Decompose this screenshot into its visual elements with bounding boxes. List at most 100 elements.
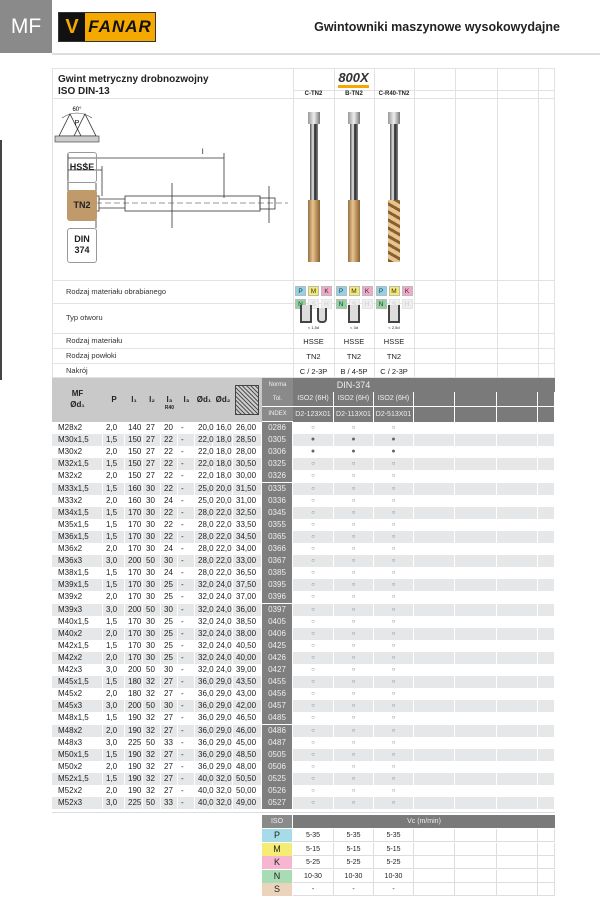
availability-mark[interactable]: ○ [293,797,334,810]
availability-mark[interactable]: ○ [293,724,334,737]
availability-mark[interactable]: ● [293,446,334,459]
availability-mark[interactable]: ○ [334,543,374,556]
availability-mark[interactable]: ○ [293,651,334,664]
availability-mark[interactable]: ○ [293,506,334,519]
availability-mark[interactable]: ○ [293,639,334,652]
availability-mark[interactable]: ○ [334,567,374,580]
availability-mark[interactable]: ○ [293,760,334,773]
tolerance-cell [455,392,496,406]
header-l1: l₁ [131,395,137,404]
availability-mark[interactable]: ○ [374,458,414,471]
availability-mark[interactable]: ○ [334,700,374,713]
availability-mark[interactable]: ○ [374,555,414,568]
availability-mark[interactable]: ○ [293,518,334,531]
availability-mark[interactable]: ○ [293,688,334,701]
availability-mark[interactable]: ○ [374,736,414,749]
availability-mark[interactable]: ○ [293,676,334,689]
table-row: M33x1,5 1,5 160 30 22-25,0 20,0 31,50 0335 ○ ○ ○ [52,482,555,495]
availability-mark[interactable]: ○ [374,591,414,604]
availability-mark[interactable]: ○ [374,518,414,531]
availability-mark[interactable]: ○ [293,785,334,798]
availability-mark[interactable]: ○ [293,422,334,435]
availability-mark[interactable]: ○ [374,785,414,798]
availability-mark[interactable]: ○ [374,712,414,725]
availability-mark[interactable]: ○ [374,627,414,640]
availability-mark[interactable]: ○ [374,772,414,785]
availability-mark[interactable]: ○ [293,530,334,543]
availability-mark[interactable]: ○ [334,518,374,531]
availability-mark[interactable]: ○ [293,567,334,580]
availability-mark[interactable]: ○ [374,615,414,628]
availability-mark[interactable]: ● [293,434,334,447]
availability-mark[interactable]: ○ [334,651,374,664]
availability-mark[interactable]: ○ [374,700,414,713]
availability-mark[interactable]: ○ [293,712,334,725]
availability-mark[interactable]: ○ [334,530,374,543]
empty-cell [538,555,555,568]
availability-mark[interactable]: ○ [334,772,374,785]
availability-mark[interactable]: ○ [374,688,414,701]
availability-mark[interactable]: ○ [334,627,374,640]
availability-mark[interactable]: ○ [334,579,374,592]
availability-mark[interactable]: ○ [374,760,414,773]
availability-mark[interactable]: ○ [334,422,374,435]
availability-mark[interactable]: ○ [374,797,414,810]
availability-mark[interactable]: ○ [374,651,414,664]
availability-mark[interactable]: ○ [374,579,414,592]
availability-mark[interactable]: ○ [334,458,374,471]
availability-mark[interactable]: ○ [334,676,374,689]
availability-mark[interactable]: ○ [293,627,334,640]
availability-mark[interactable]: ● [374,446,414,459]
availability-mark[interactable]: ○ [374,724,414,737]
availability-mark[interactable]: ○ [374,422,414,435]
availability-mark[interactable]: ○ [293,664,334,677]
availability-mark[interactable]: ○ [293,458,334,471]
availability-mark[interactable]: ○ [293,470,334,483]
availability-mark[interactable]: ○ [334,688,374,701]
availability-mark[interactable]: ○ [334,664,374,677]
availability-mark[interactable]: ○ [334,639,374,652]
availability-mark[interactable]: ○ [293,591,334,604]
availability-mark[interactable]: ○ [293,615,334,628]
availability-mark[interactable]: ● [334,434,374,447]
availability-mark[interactable]: ○ [293,748,334,761]
availability-mark[interactable]: ○ [374,676,414,689]
availability-mark[interactable]: ○ [293,603,334,616]
availability-mark[interactable]: ○ [334,494,374,507]
availability-mark[interactable]: ○ [293,494,334,507]
availability-mark[interactable]: ○ [334,785,374,798]
availability-mark[interactable]: ○ [293,482,334,495]
availability-mark[interactable]: ○ [293,772,334,785]
availability-mark[interactable]: ○ [334,470,374,483]
availability-mark[interactable]: ○ [334,797,374,810]
availability-mark[interactable]: ○ [374,748,414,761]
availability-mark[interactable]: ○ [374,530,414,543]
availability-mark[interactable]: ○ [334,748,374,761]
availability-mark[interactable]: ○ [334,615,374,628]
availability-mark[interactable]: ● [334,446,374,459]
availability-mark[interactable]: ○ [374,567,414,580]
availability-mark[interactable]: ○ [374,603,414,616]
availability-mark[interactable]: ○ [293,579,334,592]
availability-mark[interactable]: ○ [334,506,374,519]
availability-mark[interactable]: ○ [334,760,374,773]
availability-mark[interactable]: ○ [293,555,334,568]
availability-mark[interactable]: ○ [374,639,414,652]
availability-mark[interactable]: ○ [374,543,414,556]
availability-mark[interactable]: ○ [293,543,334,556]
availability-mark[interactable]: ○ [334,724,374,737]
availability-mark[interactable]: ○ [334,712,374,725]
availability-mark[interactable]: ○ [374,470,414,483]
availability-mark[interactable]: ○ [334,736,374,749]
availability-mark[interactable]: ● [374,434,414,447]
availability-mark[interactable]: ○ [374,494,414,507]
availability-mark[interactable]: ○ [293,736,334,749]
availability-mark[interactable]: ○ [374,482,414,495]
availability-mark[interactable]: ○ [334,482,374,495]
availability-mark[interactable]: ○ [334,603,374,616]
availability-mark[interactable]: ○ [293,700,334,713]
availability-mark[interactable]: ○ [374,506,414,519]
availability-mark[interactable]: ○ [334,591,374,604]
availability-mark[interactable]: ○ [374,664,414,677]
availability-mark[interactable]: ○ [334,555,374,568]
